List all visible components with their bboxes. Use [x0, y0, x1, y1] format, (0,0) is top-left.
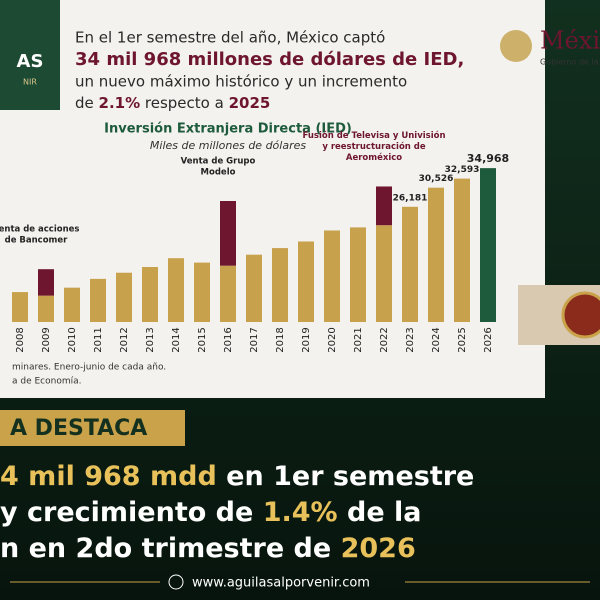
x-tick-label: 2014	[171, 327, 182, 352]
x-tick-label: 2010	[67, 327, 78, 352]
seal	[500, 30, 532, 62]
annotation: de Bancomer	[5, 236, 69, 246]
text: respecto a	[140, 94, 228, 112]
headline-line: n en 2do trimestre de 2026	[0, 533, 416, 564]
value-label: 30,526	[419, 174, 454, 184]
tag-box	[0, 410, 185, 446]
bar	[402, 206, 418, 322]
value-label: 32,593	[445, 165, 480, 175]
text: de la	[338, 497, 422, 528]
bar	[12, 292, 28, 322]
text: y crecimiento de	[0, 497, 263, 528]
text: 1.4%	[263, 497, 338, 528]
bar	[64, 287, 80, 322]
brand-box	[0, 0, 60, 110]
bar	[142, 267, 158, 322]
header-line: de 2.1% respecto a 2025	[75, 94, 270, 112]
x-tick-label: 2008	[15, 327, 26, 352]
text: 2025	[229, 94, 271, 112]
bar	[376, 225, 392, 322]
text: 2026	[341, 533, 416, 564]
x-tick-label: 2012	[119, 327, 130, 352]
globe-icon	[168, 574, 184, 590]
bar	[350, 227, 366, 322]
header-line: En el 1er semestre del año, México captó	[75, 29, 385, 47]
note: minares. Enero-junio de cada año.	[12, 363, 166, 373]
headline-line: 4 mil 968 mdd en 1er semestre	[0, 461, 474, 492]
header-line: 34 mil 968 millones de dólares de IED,	[75, 49, 464, 70]
x-tick-label: 2013	[145, 327, 156, 352]
x-tick-label: 2018	[275, 327, 286, 352]
x-tick-label: 2011	[93, 327, 104, 352]
note: a de Economía.	[12, 377, 81, 387]
x-tick-label: 2015	[197, 327, 208, 352]
text: n en 2do trimestre de	[0, 533, 341, 564]
footer-url[interactable]: www.aguilasalporvenir.com	[192, 576, 370, 591]
annotation: Venta de Grupo	[181, 157, 256, 167]
x-tick-label: 2025	[457, 327, 468, 352]
bar-segment	[220, 201, 236, 266]
annotation: Modelo	[201, 168, 236, 178]
banner-tag: A DESTACA	[10, 416, 147, 441]
text: en 1er semestre	[217, 461, 475, 492]
header-line: un nuevo máximo histórico y un increment…	[75, 73, 407, 91]
x-tick-label: 2026	[483, 327, 494, 352]
brand-name: AS	[17, 51, 44, 72]
x-tick-label: 2023	[405, 327, 416, 352]
x-tick-label: 2021	[353, 327, 364, 352]
chart-title: Inversión Extranjera Directa (IED)	[104, 122, 352, 137]
bar	[220, 265, 236, 322]
banner-headline: 4 mil 968 mdd en 1er semestre y crecimie…	[0, 461, 474, 564]
bar	[272, 248, 288, 322]
bar	[428, 187, 444, 322]
bar	[90, 278, 106, 322]
bar	[194, 262, 210, 322]
bar	[480, 168, 496, 322]
annotation: Fusión de Televisa y Univisión	[302, 130, 445, 141]
x-tick-label: 2009	[41, 327, 52, 352]
podium-seal	[561, 291, 600, 339]
bar-segment	[38, 269, 54, 296]
x-tick-label: 2022	[379, 327, 390, 352]
bar	[168, 258, 184, 322]
value-label: 26,181	[393, 193, 428, 203]
x-tick-label: 2019	[301, 327, 312, 352]
text: 4 mil 968 mdd	[0, 461, 217, 492]
bar	[116, 272, 132, 322]
chart: 2008 2009 2010 2011 2012 2013 2014 2015 2016 2017…	[0, 130, 509, 353]
x-tick-label: 2024	[431, 327, 442, 352]
logo-sub: Gobierno de la R	[540, 58, 600, 67]
headline-line: y crecimiento de 1.4% de la	[0, 497, 422, 528]
bar	[324, 230, 340, 322]
annotation: y reestructuración de	[322, 141, 426, 152]
bar-segment	[376, 186, 392, 226]
bar	[38, 295, 54, 322]
text: 2.1%	[99, 94, 141, 112]
x-tick-label: 2017	[249, 327, 260, 352]
annotation: Venta de acciones	[0, 225, 79, 235]
logo-name: Méxi	[540, 27, 600, 55]
bar	[246, 254, 262, 322]
text: de	[75, 94, 99, 112]
bar	[454, 178, 470, 322]
annotation: Aeroméxico	[346, 152, 402, 163]
brand-sub: NIR	[23, 78, 37, 87]
bar	[298, 241, 314, 322]
value-label: 34,968	[467, 152, 509, 165]
x-tick-label: 2020	[327, 327, 338, 352]
chart-subtitle: Miles de millones de dólares	[150, 139, 306, 152]
x-tick-label: 2016	[223, 327, 234, 352]
